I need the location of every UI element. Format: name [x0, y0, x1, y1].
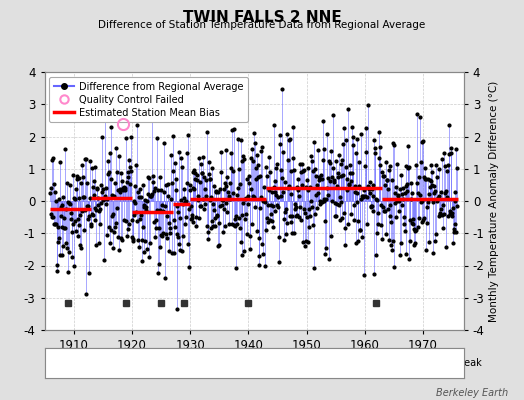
Text: Time of Obs. Change: Time of Obs. Change [300, 358, 402, 368]
Text: Berkeley Earth: Berkeley Earth [436, 388, 508, 398]
Legend: Difference from Regional Average, Quality Control Failed, Estimated Station Mean: Difference from Regional Average, Qualit… [49, 77, 248, 122]
Text: ▪: ▪ [155, 359, 165, 373]
Text: Difference of Station Temperature Data from Regional Average: Difference of Station Temperature Data f… [99, 20, 425, 30]
Text: Empirical Break: Empirical Break [405, 358, 482, 368]
Text: Record Gap: Record Gap [167, 361, 224, 371]
Text: Record Gap: Record Gap [191, 358, 248, 368]
Text: TWIN FALLS 2 NNE: TWIN FALLS 2 NNE [183, 10, 341, 25]
Text: ▪: ▪ [50, 359, 60, 373]
Text: Station Move: Station Move [82, 358, 146, 368]
Text: ▪: ▪ [356, 359, 366, 373]
Y-axis label: Monthly Temperature Anomaly Difference (°C): Monthly Temperature Anomaly Difference (… [489, 80, 499, 322]
Text: Time of Obs. Change: Time of Obs. Change [264, 361, 365, 371]
Text: Empirical Break: Empirical Break [368, 361, 445, 371]
Text: ▪: ▪ [252, 359, 261, 373]
Text: Station Move: Station Move [62, 361, 126, 371]
